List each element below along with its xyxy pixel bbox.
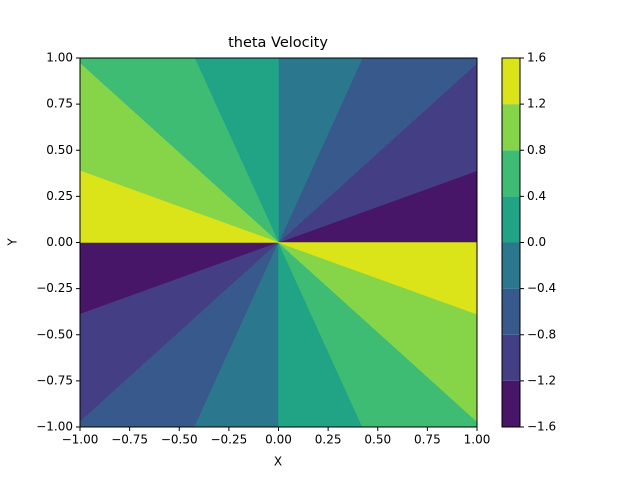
colorbar-band — [502, 380, 520, 427]
x-tick-label: −1.00 — [62, 433, 99, 447]
x-tick-label: −0.50 — [161, 433, 198, 447]
y-tick-label: −0.50 — [36, 327, 73, 341]
contour-band — [80, 62, 279, 243]
contour-band — [278, 242, 477, 423]
colorbar-tick-label: 0.0 — [527, 235, 546, 249]
colorbar-tick-label: 1.2 — [527, 97, 546, 111]
colorbar-band — [502, 58, 520, 105]
contour-band — [80, 58, 279, 243]
y-tick-label: 0.50 — [46, 143, 73, 157]
x-tick-label: 0.00 — [265, 433, 292, 447]
colorbar-tick-label: −0.8 — [527, 327, 556, 341]
y-tick-label: −0.75 — [36, 373, 73, 387]
colorbar-tick-label: 1.6 — [527, 51, 546, 65]
contour-band — [278, 58, 363, 243]
chart-title: theta Velocity — [228, 35, 328, 51]
colorbar-band — [502, 242, 520, 289]
y-tick-label: 0.25 — [46, 189, 73, 203]
contour-band — [278, 242, 477, 315]
colorbar-tick-label: 0.4 — [527, 189, 546, 203]
contour-band — [278, 242, 477, 427]
y-tick-label: −0.25 — [36, 281, 73, 295]
y-axis-label: Y — [6, 238, 20, 247]
x-tick-label: 0.25 — [315, 433, 342, 447]
y-tick-label: 0.00 — [46, 235, 73, 249]
y-tick-label: 1.00 — [46, 51, 73, 65]
x-tick-label: 0.50 — [364, 433, 391, 447]
contour-band — [278, 58, 477, 243]
contour-band — [80, 170, 279, 243]
contour-band — [80, 242, 279, 427]
y-tick-label: −1.00 — [36, 420, 73, 434]
colorbar-band — [502, 104, 520, 151]
colorbar-tick-label: −1.6 — [527, 420, 556, 434]
x-tick-label: −0.25 — [210, 433, 247, 447]
colorbar-tick-label: 0.8 — [527, 143, 546, 157]
colorbar-band — [502, 288, 520, 335]
y-tick-label: 0.75 — [46, 97, 73, 111]
x-tick-label: −0.75 — [111, 433, 148, 447]
x-tick-label: 1.00 — [464, 433, 491, 447]
colorbar-band — [502, 334, 520, 381]
x-axis-label: X — [274, 455, 282, 469]
contour-band — [194, 242, 279, 427]
colorbar-band — [502, 150, 520, 197]
colorbar-tick-label: −0.4 — [527, 281, 556, 295]
x-tick-label: 0.75 — [414, 433, 441, 447]
colorbar-band — [502, 196, 520, 243]
colorbar-tick-label: −1.2 — [527, 373, 556, 387]
